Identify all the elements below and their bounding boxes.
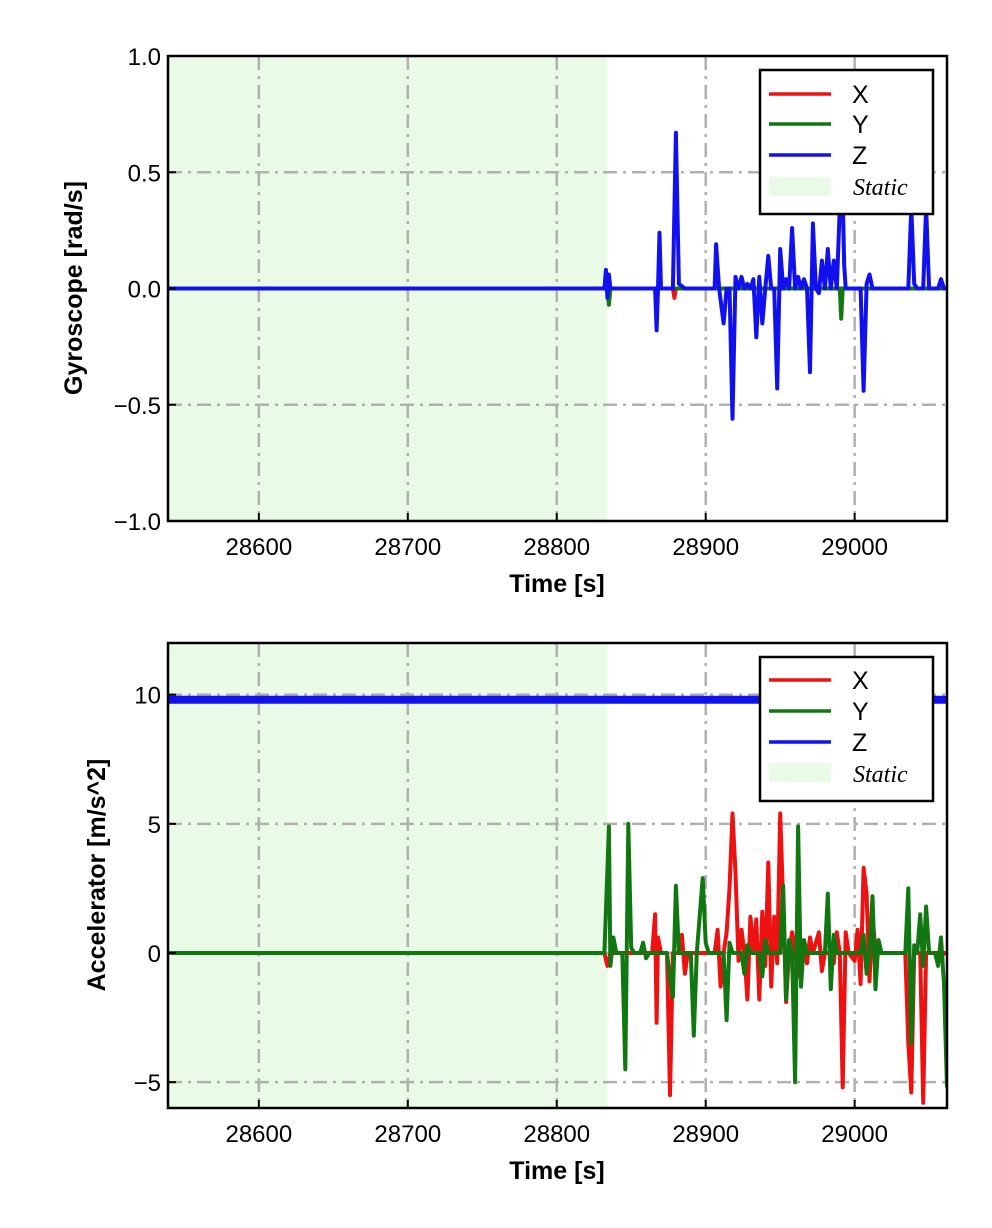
accelerator-legend-y-label: Y xyxy=(852,698,869,726)
accelerator-ytick-label-1: 5 xyxy=(148,812,161,839)
accelerator-xtick-label-2: 28800 xyxy=(523,1121,590,1148)
accelerator-ytick-label-3: −5 xyxy=(134,1070,161,1097)
accelerator-legend-x-label: X xyxy=(852,667,869,695)
gyroscope-ylabel: Gyroscope [rad/s] xyxy=(60,181,88,395)
gyroscope-xtick-label-0: 28600 xyxy=(225,534,292,561)
accelerator-grid xyxy=(168,643,947,1108)
accelerator-ytick-label-2: 0 xyxy=(148,941,161,968)
accelerator-ytick-label-0: 10 xyxy=(134,683,161,710)
accelerator-legend-static-swatch xyxy=(769,763,831,782)
gyroscope-series xyxy=(168,130,947,421)
gyroscope-series-z xyxy=(168,130,947,421)
gyroscope-legend-y-label: Y xyxy=(852,111,869,139)
accelerator-legend: X Y Z Static xyxy=(758,655,935,803)
gyroscope-xlabel: Time [s] xyxy=(509,570,604,598)
gyroscope-ytick-label-1: 0.5 xyxy=(128,160,161,187)
gyroscope-xtick-label-3: 28900 xyxy=(672,534,739,561)
accelerator-xlabel: Time [s] xyxy=(509,1157,604,1185)
gyroscope-ytick-label-2: 0.0 xyxy=(128,277,161,304)
gyroscope-xtick-label-4: 29000 xyxy=(821,534,888,561)
gyroscope-legend: X Y Z Static xyxy=(758,68,935,216)
gyroscope-panel: 28600 28700 28800 28900 29000 1.0 0.5 0.0 −0.5 −1… xyxy=(60,44,949,598)
accelerator-legend-static-label: Static xyxy=(853,762,908,788)
gyroscope-legend-static-swatch xyxy=(769,177,831,196)
gyroscope-ticks: 28600 28700 28800 28900 29000 1.0 0.5 0.0 −0.5 −1… xyxy=(114,44,888,561)
gyroscope-ytick-label-4: −1.0 xyxy=(114,509,161,536)
gyroscope-legend-static-label: Static xyxy=(853,175,908,201)
gyroscope-legend-x-label: X xyxy=(852,81,869,109)
accelerator-ylabel: Accelerator [m/s^2] xyxy=(83,759,111,992)
accelerator-xtick-label-4: 29000 xyxy=(821,1121,888,1148)
gyroscope-xtick-label-2: 28800 xyxy=(523,534,590,561)
accelerator-static-region xyxy=(168,643,608,1108)
accelerator-xtick-label-3: 28900 xyxy=(672,1121,739,1148)
accelerator-xtick-label-0: 28600 xyxy=(225,1121,292,1148)
accelerator-xtick-label-1: 28700 xyxy=(374,1121,441,1148)
accelerator-panel: 28600 28700 28800 28900 29000 10 5 0 −5 Time [s]… xyxy=(83,641,949,1185)
gyroscope-legend-z-label: Z xyxy=(852,142,867,170)
gyroscope-ytick-label-0: 1.0 xyxy=(128,44,161,71)
gyroscope-xtick-label-1: 28700 xyxy=(374,534,441,561)
accelerator-series-y xyxy=(168,821,947,1088)
accelerator-legend-z-label: Z xyxy=(852,729,867,757)
gyroscope-ytick-label-3: −0.5 xyxy=(114,393,161,420)
accelerator-ticks: 28600 28700 28800 28900 29000 10 5 0 −5 xyxy=(134,683,888,1148)
